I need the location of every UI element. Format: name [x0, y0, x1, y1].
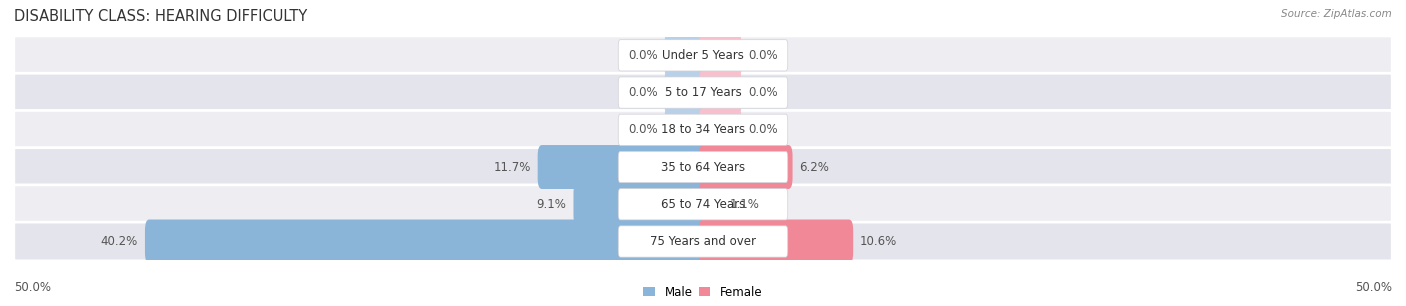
FancyBboxPatch shape	[574, 182, 707, 226]
FancyBboxPatch shape	[619, 77, 787, 108]
Text: 11.7%: 11.7%	[494, 161, 531, 174]
FancyBboxPatch shape	[537, 145, 707, 189]
FancyBboxPatch shape	[699, 219, 853, 263]
FancyBboxPatch shape	[699, 71, 741, 114]
Text: 40.2%: 40.2%	[101, 235, 138, 248]
Text: 6.2%: 6.2%	[800, 161, 830, 174]
Text: Source: ZipAtlas.com: Source: ZipAtlas.com	[1281, 9, 1392, 19]
FancyBboxPatch shape	[619, 188, 787, 220]
FancyBboxPatch shape	[619, 40, 787, 71]
Text: 35 to 64 Years: 35 to 64 Years	[661, 161, 745, 174]
Text: 1.1%: 1.1%	[730, 198, 759, 211]
FancyBboxPatch shape	[14, 110, 1392, 149]
Text: 50.0%: 50.0%	[1355, 281, 1392, 294]
FancyBboxPatch shape	[14, 36, 1392, 75]
FancyBboxPatch shape	[619, 114, 787, 145]
Text: 0.0%: 0.0%	[628, 123, 658, 136]
FancyBboxPatch shape	[665, 71, 707, 114]
FancyBboxPatch shape	[145, 219, 707, 263]
Text: 0.0%: 0.0%	[748, 49, 778, 62]
Text: Under 5 Years: Under 5 Years	[662, 49, 744, 62]
FancyBboxPatch shape	[699, 145, 793, 189]
FancyBboxPatch shape	[14, 185, 1392, 224]
FancyBboxPatch shape	[665, 108, 707, 152]
Text: 10.6%: 10.6%	[860, 235, 897, 248]
FancyBboxPatch shape	[14, 148, 1392, 186]
Text: 0.0%: 0.0%	[628, 49, 658, 62]
Text: 0.0%: 0.0%	[628, 86, 658, 99]
Text: 65 to 74 Years: 65 to 74 Years	[661, 198, 745, 211]
FancyBboxPatch shape	[699, 108, 741, 152]
FancyBboxPatch shape	[619, 226, 787, 257]
Text: DISABILITY CLASS: HEARING DIFFICULTY: DISABILITY CLASS: HEARING DIFFICULTY	[14, 9, 308, 24]
FancyBboxPatch shape	[14, 222, 1392, 261]
Text: 75 Years and over: 75 Years and over	[650, 235, 756, 248]
Text: 0.0%: 0.0%	[748, 86, 778, 99]
Text: 0.0%: 0.0%	[748, 123, 778, 136]
FancyBboxPatch shape	[14, 73, 1392, 112]
FancyBboxPatch shape	[619, 151, 787, 183]
FancyBboxPatch shape	[665, 33, 707, 77]
Text: 50.0%: 50.0%	[14, 281, 51, 294]
FancyBboxPatch shape	[699, 182, 723, 226]
Legend: Male, Female: Male, Female	[638, 281, 768, 303]
Text: 5 to 17 Years: 5 to 17 Years	[665, 86, 741, 99]
Text: 18 to 34 Years: 18 to 34 Years	[661, 123, 745, 136]
FancyBboxPatch shape	[699, 33, 741, 77]
Text: 9.1%: 9.1%	[537, 198, 567, 211]
